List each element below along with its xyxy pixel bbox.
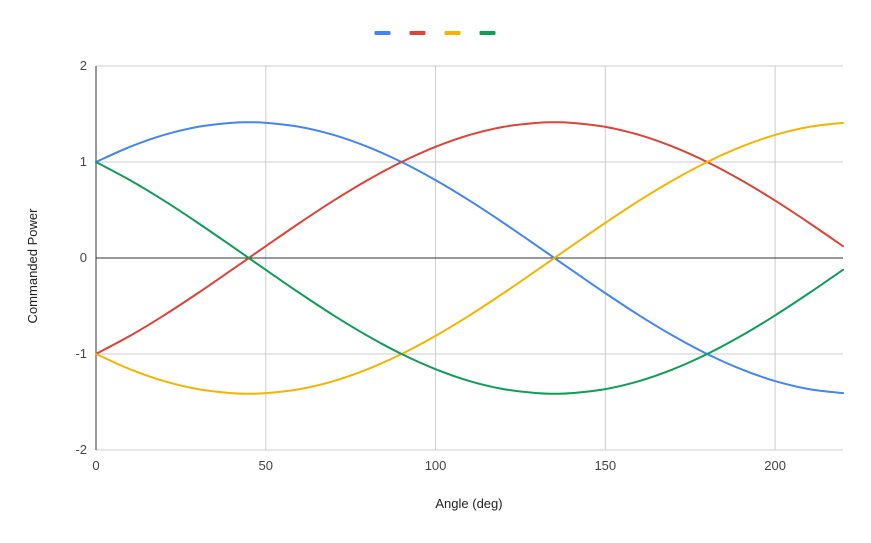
y-tick-label: -2 xyxy=(75,442,87,457)
legend-swatch-1 xyxy=(374,31,391,35)
y-tick-label: 1 xyxy=(80,154,87,169)
series-lines xyxy=(95,121,844,395)
x-tick-label: 100 xyxy=(425,458,447,473)
series-line-3 xyxy=(95,121,844,395)
x-tick-label: 150 xyxy=(594,458,616,473)
legend-swatch-3 xyxy=(444,31,461,35)
x-tick-label: 0 xyxy=(92,458,99,473)
legend xyxy=(374,31,496,35)
y-axis-label: Commanded Power xyxy=(25,208,40,324)
series-line-4 xyxy=(95,161,844,395)
legend-swatch-4 xyxy=(479,31,496,35)
axes xyxy=(95,66,843,450)
legend-swatch-2 xyxy=(409,31,426,35)
series-line-2 xyxy=(95,121,844,355)
x-tick-label: 200 xyxy=(764,458,786,473)
tick-labels: 2 1 0 -1 -2 0 50 100 150 200 xyxy=(75,58,786,473)
x-tick-label: 50 xyxy=(259,458,273,473)
x-axis-label: Angle (deg) xyxy=(435,496,502,511)
y-tick-label: 2 xyxy=(80,58,87,73)
y-tick-label: -1 xyxy=(75,346,87,361)
y-tick-label: 0 xyxy=(80,250,87,265)
